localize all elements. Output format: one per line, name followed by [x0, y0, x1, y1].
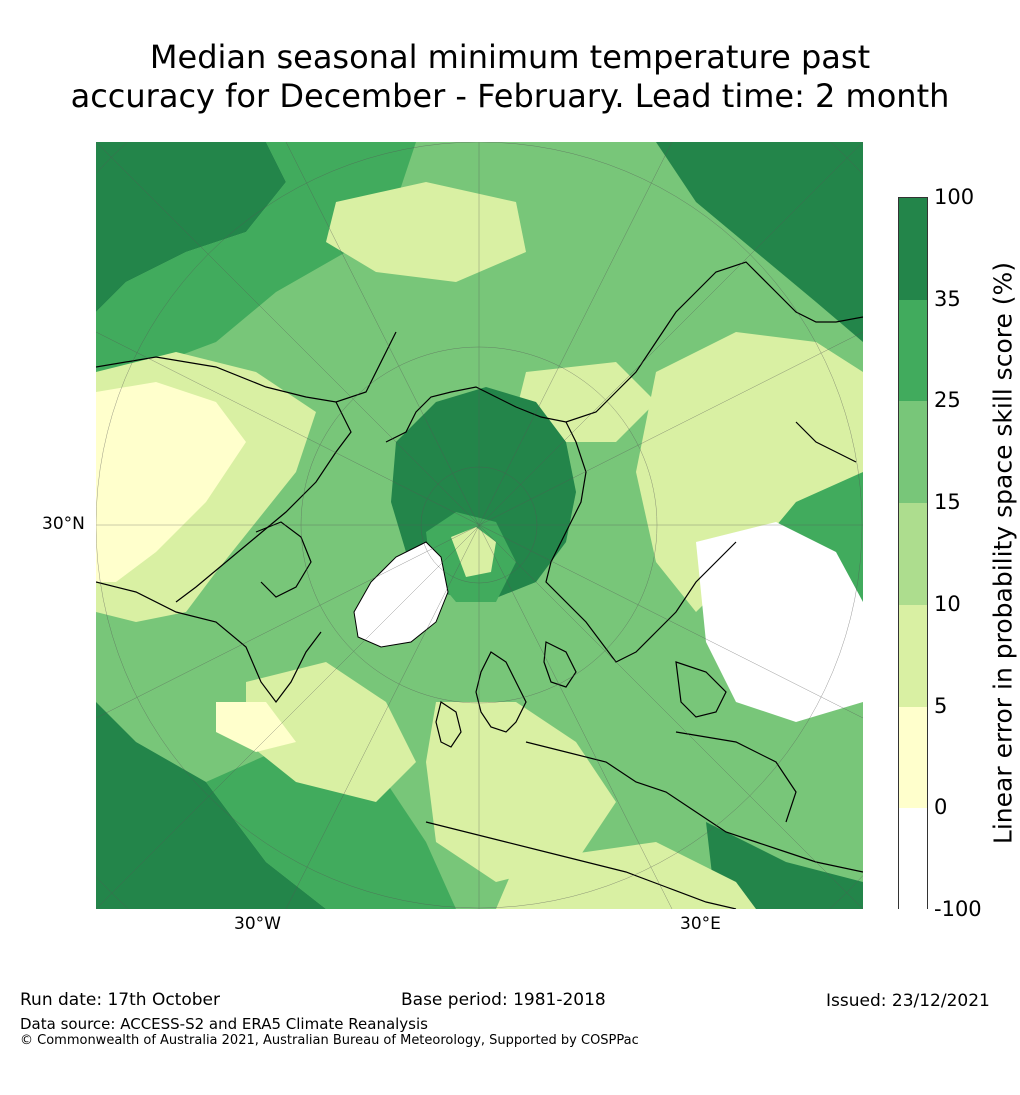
lon-tick-30e: 30°E	[680, 914, 721, 934]
colorbar-tick-label: -100	[934, 897, 982, 921]
skill-score-map	[96, 142, 863, 909]
colorbar-tick-label: 5	[934, 693, 948, 718]
colorbar-bin	[899, 299, 927, 402]
title-line-1: Median seasonal minimum temperature past	[149, 38, 871, 76]
coastlines	[96, 261, 863, 909]
lat-tick-30n: 30°N	[42, 514, 85, 534]
region-asia-low-skill	[636, 332, 863, 612]
colorbar-bin	[899, 198, 927, 300]
region-atlantic-lowest	[216, 702, 296, 752]
copyright: © Commonwealth of Australia 2021, Austra…	[20, 1033, 639, 1048]
colorbar-bin	[899, 706, 927, 809]
colorbar-bin	[899, 604, 927, 707]
region-africa-low-skill	[496, 842, 756, 909]
colorbar-tick-label: 0	[934, 795, 948, 820]
chart-title: Median seasonal minimum temperature past…	[0, 38, 1020, 116]
region-northwest-high-skill	[96, 142, 286, 312]
region-north-america-lowest	[96, 382, 246, 582]
colorbar-bin	[899, 503, 927, 605]
colorbar-tick-label: 10	[934, 591, 961, 616]
region-asia-lowest	[696, 522, 863, 722]
base-period: Base period: 1981-2018	[401, 990, 606, 1010]
region-northeast-high-skill	[656, 142, 863, 342]
region-greenland	[353, 541, 449, 648]
colorbar-bin	[899, 808, 927, 910]
issued-date: Issued: 23/12/2021	[826, 991, 990, 1011]
region-southeast-high-skill	[706, 822, 863, 909]
colorbar-tick-label: 15	[934, 490, 961, 515]
region-europe-low-skill	[426, 702, 616, 882]
colorbar	[898, 197, 928, 910]
colorbar-bin	[899, 401, 927, 504]
graticule	[96, 142, 863, 909]
region-southwest-high-skill	[96, 702, 326, 909]
region-south-band	[206, 742, 456, 909]
lon-tick-30w: 30°W	[234, 914, 281, 934]
region-north-pacific-low-skill	[326, 182, 526, 282]
colorbar-tick-label: 35	[934, 286, 961, 311]
colorbar-tick-label: 100	[934, 185, 975, 209]
region-pole-low	[451, 527, 496, 577]
colorbar-label: Linear error in probability space skill …	[988, 261, 1018, 845]
data-source: Data source: ACCESS-S2 and ERA5 Climate …	[20, 1015, 428, 1033]
run-date: Run date: 17th October	[20, 990, 220, 1010]
colorbar-tick-label: 25	[934, 388, 961, 413]
region-atlantic-low-skill	[246, 662, 416, 802]
title-line-2: accuracy for December - February. Lead t…	[70, 77, 950, 115]
